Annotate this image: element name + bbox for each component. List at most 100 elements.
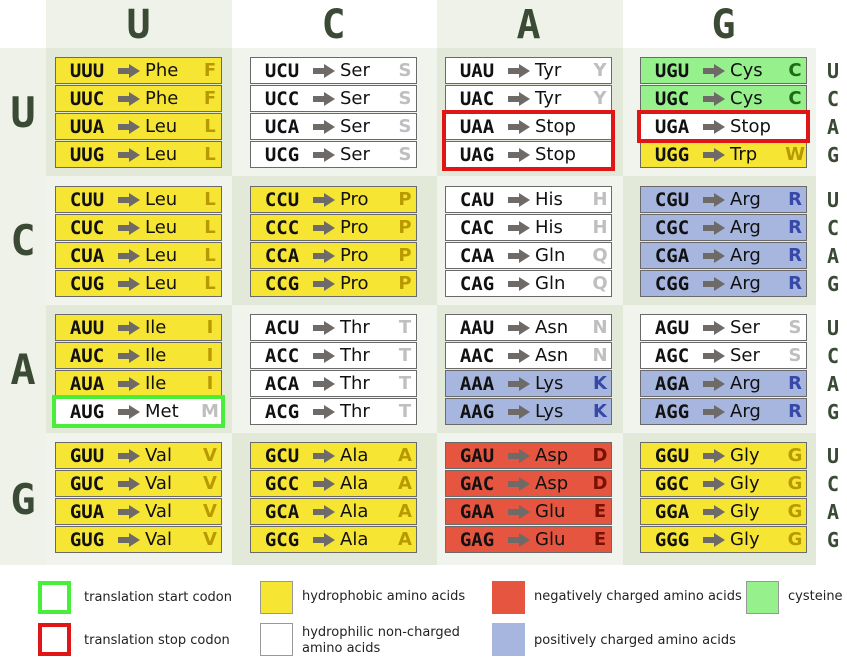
- arrow-right-icon: [118, 376, 142, 392]
- codon-label: GUC: [69, 472, 105, 495]
- amino-acid-letter: R: [788, 401, 802, 422]
- amino-acid-letter: E: [593, 529, 607, 550]
- amino-acid-name: Ile: [145, 373, 167, 394]
- codon-cell: CGG Arg R: [640, 270, 807, 297]
- codon-cell: AAC Asn N: [445, 342, 612, 369]
- arrow-right-icon: [118, 320, 142, 336]
- amino-acid-letter: Q: [592, 245, 608, 266]
- codon-cell: CCA Pro P: [250, 242, 417, 269]
- arrow-right-icon: [703, 532, 727, 548]
- amino-acid-name: Gly: [730, 501, 760, 522]
- arrow-right-icon: [118, 63, 142, 79]
- arrow-right-icon: [313, 192, 337, 208]
- amino-acid-letter: S: [398, 144, 412, 165]
- codon-cell: GAC Asp D: [445, 470, 612, 497]
- first-base-header: A: [10, 344, 36, 394]
- codon-label: CCA: [264, 244, 300, 267]
- amino-acid-name: Gly: [730, 473, 760, 494]
- codon-cell: CCG Pro P: [250, 270, 417, 297]
- codon-cell: AUA Ile I: [55, 370, 222, 397]
- third-base-label: C: [826, 344, 840, 368]
- amino-acid-letter: A: [398, 529, 412, 550]
- codon-cell: AGA Arg R: [640, 370, 807, 397]
- arrow-right-icon: [508, 448, 532, 464]
- arrow-right-icon: [703, 220, 727, 236]
- amino-acid-letter: H: [592, 189, 608, 210]
- amino-acid-letter: R: [788, 245, 802, 266]
- codon-label: GCG: [264, 528, 300, 551]
- arrow-right-icon: [118, 119, 142, 135]
- codon-cell: UUU Phe F: [55, 57, 222, 84]
- arrow-right-icon: [703, 348, 727, 364]
- third-base-label: C: [826, 87, 840, 111]
- amino-acid-letter: S: [398, 116, 412, 137]
- arrow-right-icon: [703, 276, 727, 292]
- amino-acid-letter: G: [787, 501, 803, 522]
- amino-acid-letter: S: [398, 60, 412, 81]
- codon-label: GGU: [654, 444, 690, 467]
- third-base-label: G: [826, 143, 840, 167]
- amino-acid-name: Pro: [340, 217, 369, 238]
- amino-acid-name: Ser: [340, 88, 370, 109]
- arrow-right-icon: [118, 348, 142, 364]
- codon-cell: CAU His H: [445, 186, 612, 213]
- amino-acid-letter: S: [788, 345, 802, 366]
- amino-acid-letter: G: [787, 445, 803, 466]
- codon-label: CGC: [654, 216, 690, 239]
- legend-positive-swatch: [492, 623, 525, 656]
- codon-cell: UCC Ser S: [250, 85, 417, 112]
- codon-label: AUA: [69, 372, 105, 395]
- amino-acid-letter: L: [204, 116, 216, 137]
- arrow-right-icon: [508, 147, 532, 163]
- codon-label: GUG: [69, 528, 105, 551]
- amino-acid-name: Met: [145, 401, 179, 422]
- codon-cell: GGG Gly G: [640, 526, 807, 553]
- amino-acid-letter: P: [398, 217, 412, 238]
- amino-acid-name: Asp: [535, 445, 569, 466]
- codon-label: UUC: [69, 87, 105, 110]
- arrow-right-icon: [703, 91, 727, 107]
- amino-acid-letter: A: [398, 445, 412, 466]
- codon-cell: UCA Ser S: [250, 113, 417, 140]
- arrow-right-icon: [313, 504, 337, 520]
- amino-acid-name: Gln: [535, 245, 566, 266]
- amino-acid-letter: M: [201, 401, 219, 422]
- amino-acid-name: Leu: [145, 217, 178, 238]
- amino-acid-name: Pro: [340, 245, 369, 266]
- amino-acid-letter: Q: [592, 273, 608, 294]
- codon-label: UAU: [459, 59, 495, 82]
- amino-acid-name: Lys: [535, 401, 564, 422]
- codon-label: AGG: [654, 400, 690, 423]
- amino-acid-letter: T: [398, 373, 412, 394]
- arrow-right-icon: [313, 532, 337, 548]
- arrow-right-icon: [313, 220, 337, 236]
- codon-cell: CGA Arg R: [640, 242, 807, 269]
- codon-label: CUU: [69, 188, 105, 211]
- arrow-right-icon: [313, 348, 337, 364]
- amino-acid-name: Cys: [730, 60, 763, 81]
- amino-acid-name: Gly: [730, 529, 760, 550]
- arrow-right-icon: [118, 248, 142, 264]
- codon-cell: UAG Stop: [445, 141, 612, 168]
- codon-cell: CUG Leu L: [55, 270, 222, 297]
- arrow-right-icon: [118, 91, 142, 107]
- amino-acid-name: Lys: [535, 373, 564, 394]
- arrow-right-icon: [703, 248, 727, 264]
- codon-cell: GUA Val V: [55, 498, 222, 525]
- second-base-header: A: [516, 2, 541, 48]
- codon-cell: GCU Ala A: [250, 442, 417, 469]
- arrow-right-icon: [508, 404, 532, 420]
- legend-stop-label: translation stop codon: [84, 633, 230, 648]
- amino-acid-letter: N: [592, 345, 608, 366]
- codon-label: UAC: [459, 87, 495, 110]
- codon-cell: UUG Leu L: [55, 141, 222, 168]
- amino-acid-letter: P: [398, 245, 412, 266]
- codon-cell: UUC Phe F: [55, 85, 222, 112]
- amino-acid-letter: Y: [593, 88, 607, 109]
- first-base-header: G: [10, 474, 36, 524]
- codon-label: GAA: [459, 500, 495, 523]
- amino-acid-letter: L: [204, 245, 216, 266]
- arrow-right-icon: [508, 532, 532, 548]
- amino-acid-letter: W: [785, 144, 805, 165]
- second-base-header: C: [321, 2, 346, 48]
